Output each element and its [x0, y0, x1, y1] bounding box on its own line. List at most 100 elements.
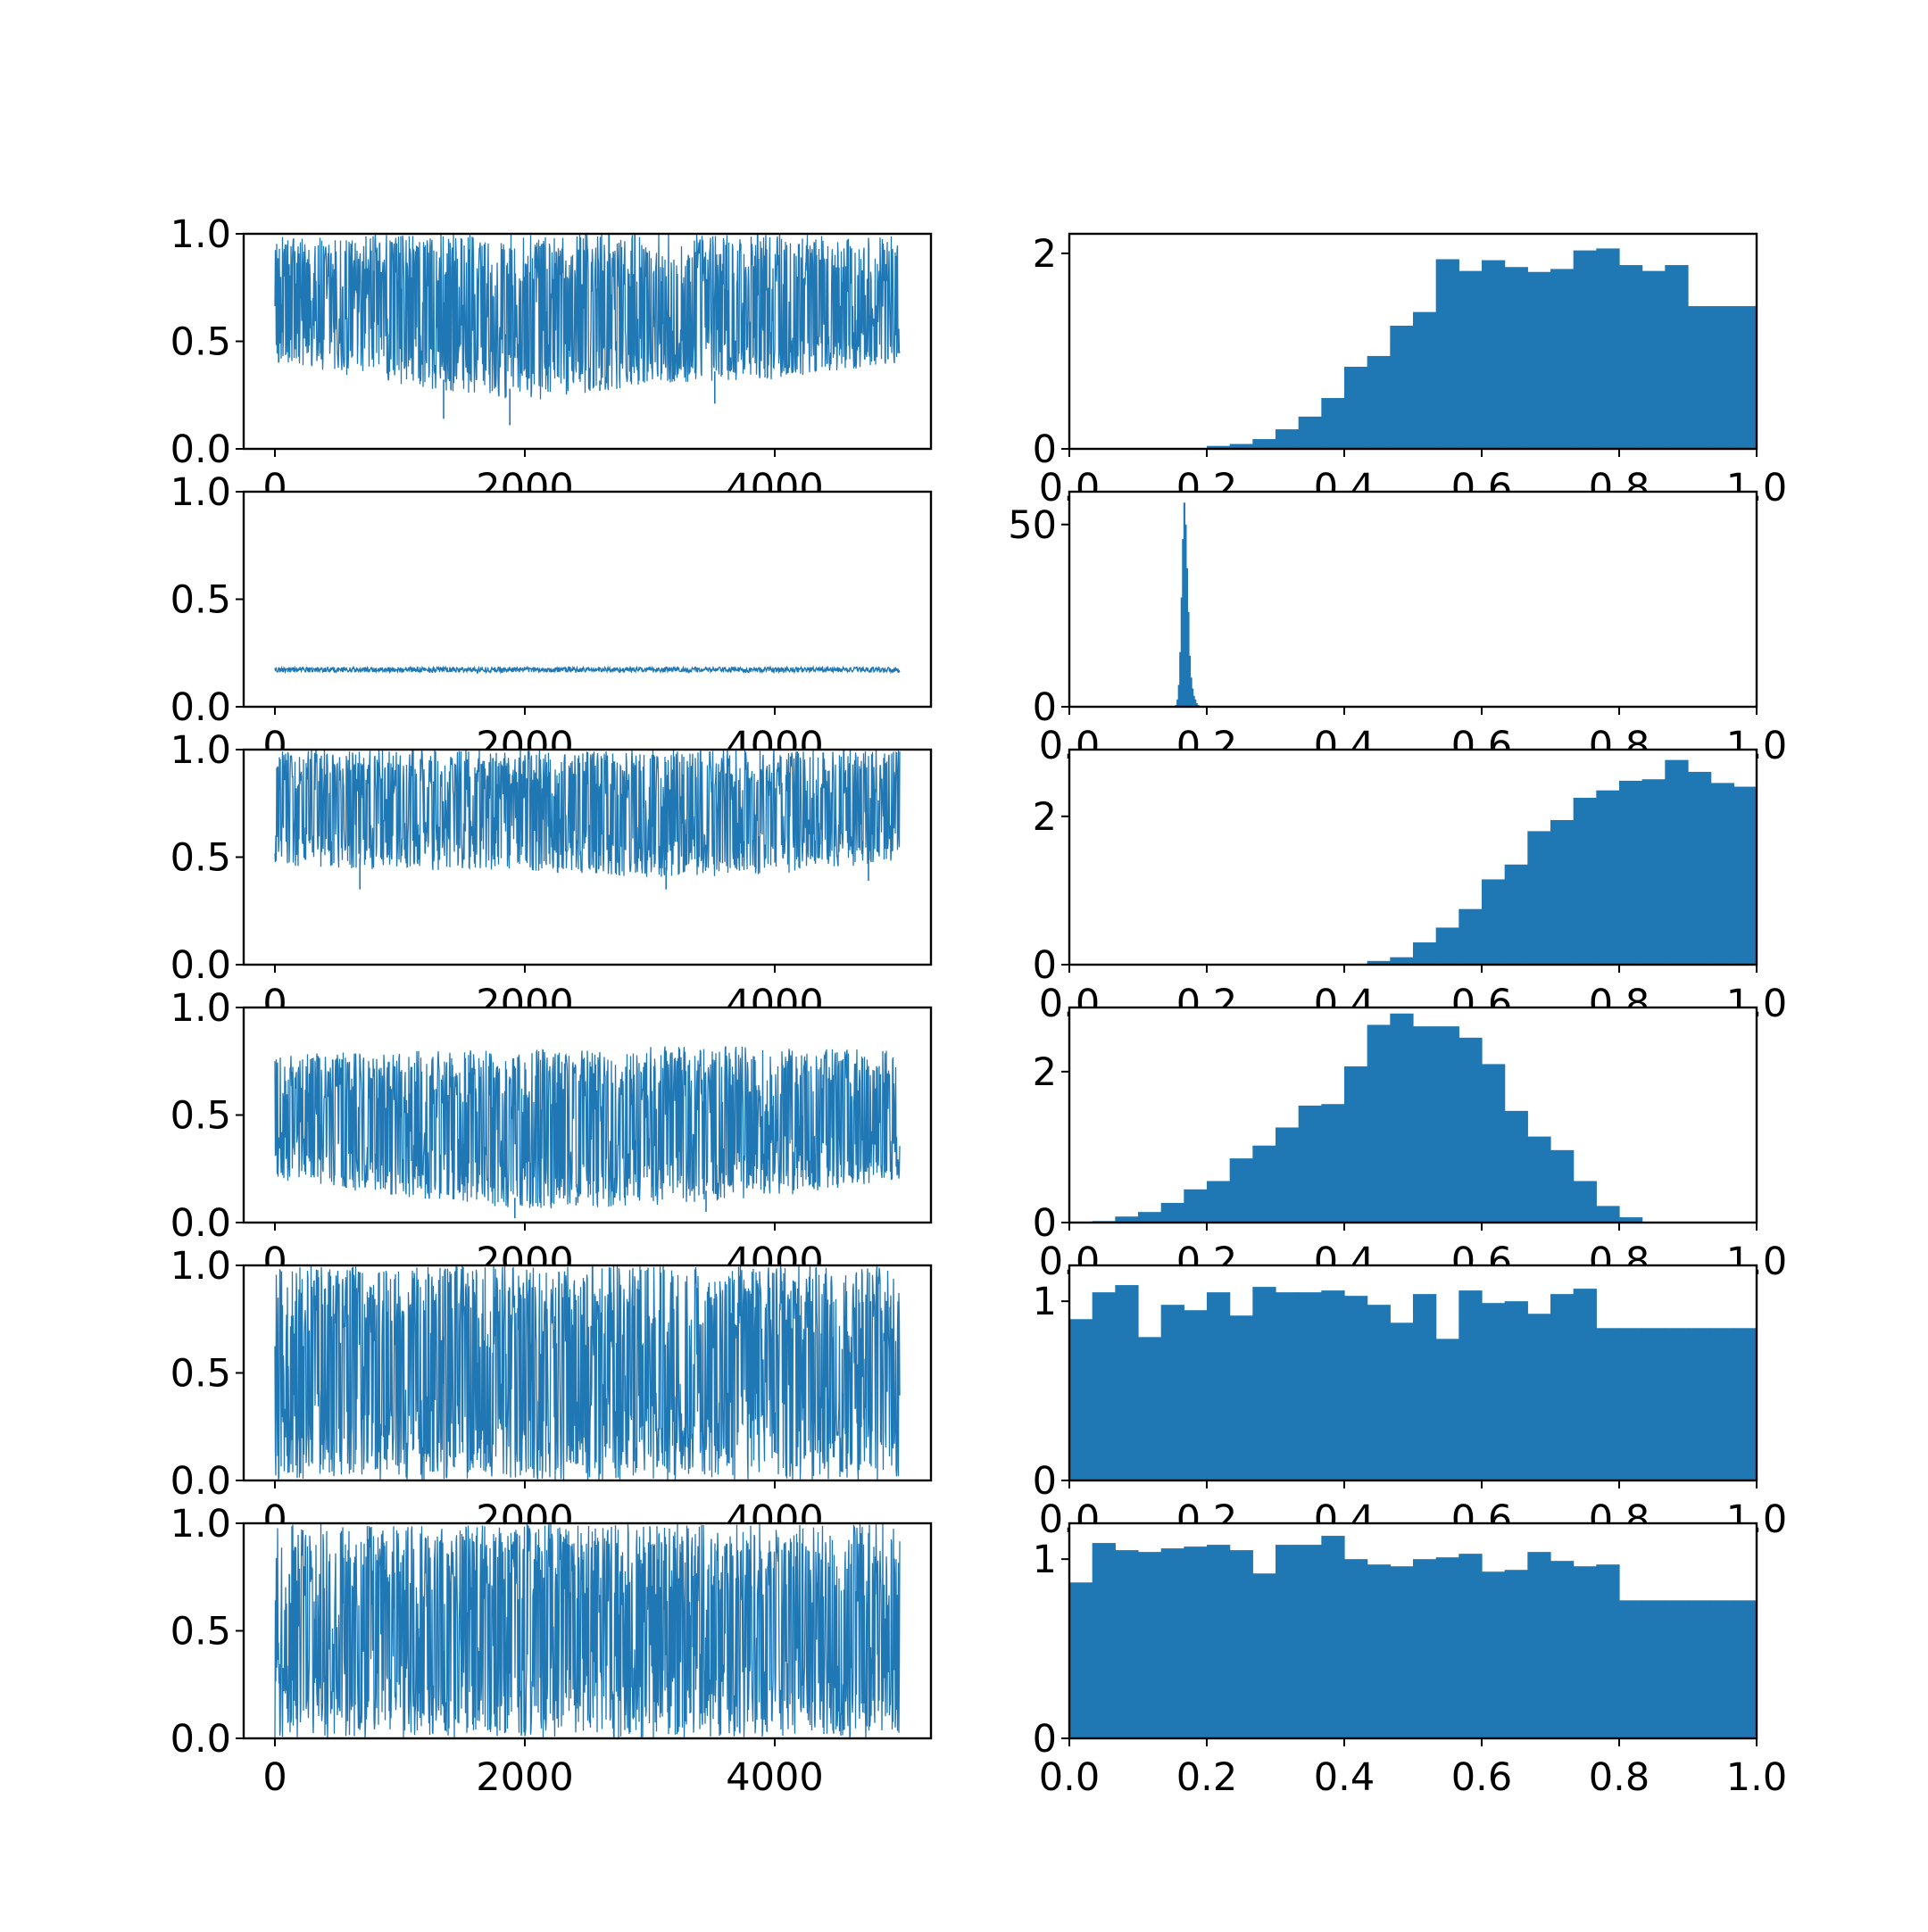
hist-bar-1-17: [1458, 271, 1482, 449]
hist-ytick-label-4-1: 2: [1033, 1050, 1057, 1095]
hist-bar-3-22: [1574, 798, 1597, 965]
hist-bar-6-11: [1321, 1536, 1344, 1738]
hist-bar-4-14: [1390, 1014, 1413, 1223]
hist-bar-4-4: [1161, 1203, 1184, 1223]
hist-bar-1-18: [1482, 261, 1505, 449]
hist-bar-5-9: [1276, 1292, 1299, 1480]
hist-bar-5-6: [1207, 1292, 1230, 1480]
hist-bar-1-26: [1665, 265, 1688, 449]
hist-bar-1-14: [1390, 326, 1413, 449]
hist-bar-5-12: [1344, 1296, 1367, 1480]
hist-bar-5-17: [1458, 1290, 1482, 1480]
hist-xtick-label-6-0: 0.0: [1039, 1755, 1100, 1800]
hist-bar-5-0: [1069, 1319, 1093, 1480]
trace-xtick-label-6-2: 4000: [726, 1755, 823, 1800]
hist-bar-5-5: [1184, 1310, 1207, 1480]
trace-ytick-label-5-1: 0.5: [170, 1352, 231, 1397]
hist-bar-6-23: [1596, 1564, 1619, 1738]
hist-bar-4-23: [1596, 1206, 1619, 1223]
trace-ytick-label-3-2: 1.0: [170, 728, 231, 773]
hist-bar-3-19: [1505, 865, 1528, 965]
hist-bar-1-15: [1413, 312, 1436, 449]
hist-bar-1-24: [1619, 265, 1642, 449]
hist-bar-5-29: [1733, 1328, 1757, 1480]
hist-bar-6-24: [1619, 1600, 1642, 1738]
hist-bar-6-19: [1505, 1570, 1528, 1738]
hist-bar-5-15: [1413, 1294, 1436, 1480]
hist-bar-6-18: [1482, 1571, 1505, 1738]
hist-bar-6-20: [1527, 1552, 1550, 1738]
trace-ytick-label-3-0: 0.0: [170, 943, 231, 988]
hist-bar-4-10: [1299, 1106, 1322, 1223]
hist-bar-5-22: [1574, 1289, 1597, 1480]
hist-bar-5-10: [1299, 1292, 1322, 1480]
hist-bar-4-22: [1574, 1181, 1597, 1223]
hist-bar-5-27: [1688, 1328, 1711, 1480]
trace-ytick-label-4-0: 0.0: [170, 1201, 231, 1246]
hist-bar-1-10: [1299, 417, 1322, 449]
hist-xtick-label-6-3: 0.6: [1451, 1755, 1512, 1800]
trace-ytick-label-4-1: 0.5: [170, 1094, 231, 1139]
hist-ytick-label-1-1: 2: [1033, 232, 1057, 277]
trace-ytick-label-5-2: 1.0: [170, 1244, 231, 1289]
hist-bar-1-20: [1527, 272, 1550, 449]
hist-bar-1-19: [1505, 267, 1528, 449]
hist-bar-1-29: [1733, 306, 1757, 449]
hist-bar-4-18: [1482, 1064, 1505, 1223]
hist-bar-3-16: [1436, 927, 1459, 965]
hist-bar-6-8: [1252, 1573, 1276, 1738]
hist-bar-1-22: [1574, 251, 1597, 449]
hist-bar-1-9: [1276, 429, 1299, 449]
hist-bar-5-8: [1252, 1287, 1276, 1480]
hist-xtick-label-6-1: 0.2: [1176, 1755, 1237, 1800]
hist-bar-4-9: [1276, 1127, 1299, 1223]
hist-bar-1-21: [1550, 269, 1574, 449]
trace-ytick-label-5-0: 0.0: [170, 1459, 231, 1504]
trace-xtick-label-6-1: 2000: [476, 1755, 573, 1800]
hist-bar-4-12: [1344, 1066, 1367, 1223]
hist-bar-6-2: [1115, 1550, 1138, 1738]
hist-bar-6-7: [1230, 1550, 1253, 1738]
trace-ytick-label-6-2: 1.0: [170, 1502, 231, 1546]
hist-bar-6-10: [1299, 1545, 1322, 1738]
hist-bar-4-21: [1550, 1150, 1574, 1223]
hist-bar-6-13: [1367, 1564, 1391, 1738]
hist-bar-5-21: [1550, 1294, 1574, 1480]
trace-bg-2: [244, 492, 931, 707]
hist-bar-1-27: [1688, 306, 1711, 449]
hist-ytick-label-3-1: 2: [1033, 795, 1057, 840]
hist-bar-5-13: [1367, 1305, 1391, 1480]
hist-bar-4-17: [1458, 1038, 1482, 1223]
trace-xtick-label-6-0: 0: [262, 1755, 287, 1800]
hist-bar-3-14: [1390, 958, 1413, 965]
hist-bar-3-18: [1482, 879, 1505, 965]
hist-bar-4-3: [1138, 1212, 1161, 1223]
hist-bar-6-1: [1093, 1543, 1116, 1738]
hist-ytick-label-2-1: 50: [1008, 503, 1057, 548]
hist-xtick-label-6-5: 1.0: [1726, 1755, 1787, 1800]
trace-ytick-label-2-2: 1.0: [170, 470, 231, 515]
hist-bar-5-3: [1138, 1337, 1161, 1480]
hist-bar-4-19: [1505, 1111, 1528, 1223]
hist-bar-5-2: [1115, 1285, 1138, 1480]
hist-bar-3-24: [1619, 781, 1642, 965]
hist-bar-5-26: [1665, 1328, 1688, 1480]
hist-bar-4-11: [1321, 1104, 1344, 1223]
hist-bar-3-17: [1458, 909, 1482, 965]
hist-bar-5-23: [1596, 1328, 1619, 1480]
hist-bar-6-16: [1436, 1557, 1459, 1738]
hist-bar-5-4: [1161, 1305, 1184, 1480]
hist-bar-6-29: [1733, 1600, 1757, 1738]
hist-bar-5-20: [1527, 1314, 1550, 1480]
hist-bar-3-23: [1596, 791, 1619, 965]
trace-ytick-label-4-2: 1.0: [170, 986, 231, 1031]
hist-bar-4-15: [1413, 1026, 1436, 1223]
hist-bar-6-0: [1069, 1582, 1093, 1738]
hist-bar-5-24: [1619, 1328, 1642, 1480]
hist-bar-6-17: [1458, 1554, 1482, 1738]
hist-bar-4-8: [1252, 1146, 1276, 1223]
